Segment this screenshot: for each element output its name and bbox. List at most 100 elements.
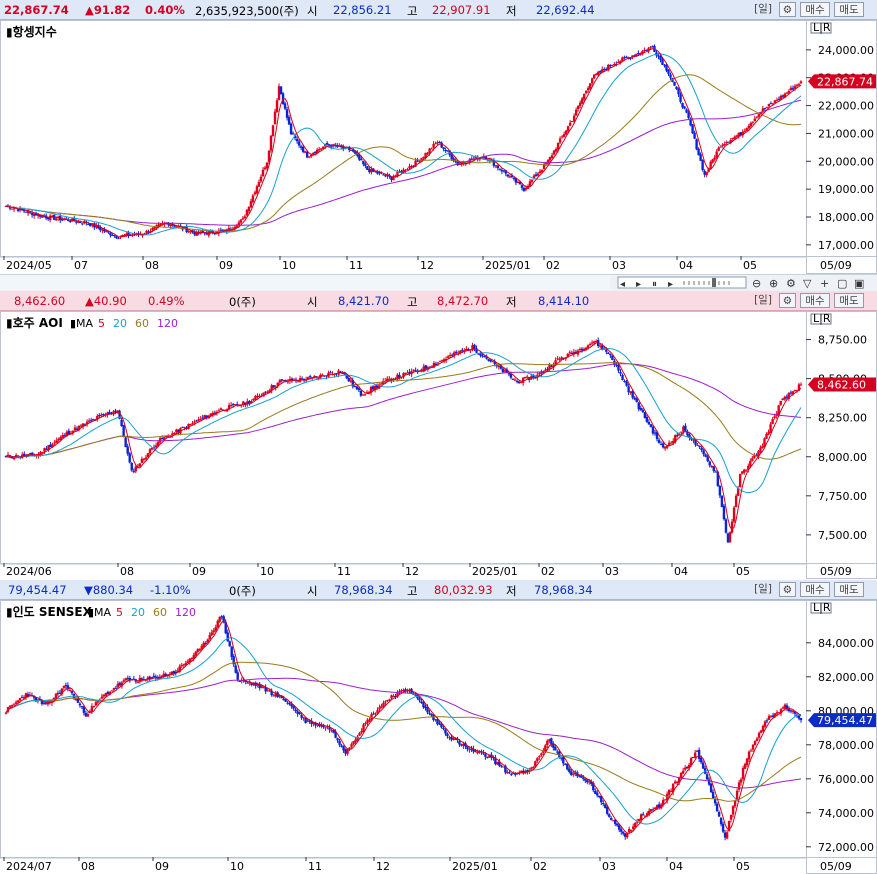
candle-body	[725, 832, 729, 839]
hsi-gear-icon[interactable]: ⚙	[779, 2, 796, 17]
candle-body	[757, 732, 761, 738]
candle-body	[775, 712, 779, 714]
sensex-sell-button[interactable]: 매도	[834, 582, 864, 597]
hsi-chart[interactable]: L|R24,000.0023,000.0022,000.0021,000.002…	[0, 20, 877, 274]
hsi-sell-button[interactable]: 매도	[834, 2, 864, 17]
candle-body	[40, 700, 44, 705]
candle-body	[44, 215, 48, 219]
candle-body	[311, 153, 315, 155]
candle-body	[201, 230, 204, 233]
aoi-sell-button[interactable]: 매도	[834, 293, 864, 308]
candle-body	[781, 398, 784, 401]
candle-body	[751, 458, 754, 461]
candle-body	[479, 352, 482, 356]
hsi-toolbar[interactable]: ◂ ▸ ⏸ ▸ ⊖ ⊕ ⚙ ▽ + ▢ ▣	[0, 275, 877, 291]
candle-body	[737, 132, 740, 137]
candle-body	[285, 109, 289, 118]
candle-body	[276, 382, 279, 386]
chart-title: ▮항셍지수	[6, 24, 57, 39]
candle-body	[787, 393, 791, 399]
candle-body	[601, 69, 604, 73]
candle-body	[107, 231, 110, 233]
candle-body	[554, 360, 557, 366]
candle-body	[205, 415, 208, 419]
candle-body	[496, 762, 499, 765]
candle-body	[745, 758, 749, 765]
candle-body	[32, 213, 36, 216]
candle-body	[258, 396, 261, 398]
candle-body	[165, 436, 168, 438]
candle-body	[638, 819, 641, 821]
candle-body	[277, 86, 281, 100]
candle-body	[436, 142, 439, 144]
candle-body	[701, 159, 704, 171]
candle-body	[593, 74, 596, 79]
candle-body	[540, 371, 543, 374]
candle-body	[481, 355, 484, 357]
sensex-chart[interactable]: L|R 84,000.00 82,000.00 80,000.00 78,000.00 7…	[0, 600, 877, 874]
candle-body	[396, 692, 399, 697]
aoi-chart-svg[interactable]: L|R8,750.008,500.008,250.008,000.007,750…	[0, 311, 877, 579]
sensex-gear-icon[interactable]: ⚙	[779, 582, 796, 597]
candle-body	[721, 823, 725, 832]
candle-body	[643, 815, 647, 817]
pause-icon: ⏸	[652, 279, 657, 290]
sensex-chart-svg[interactable]: L|R84,000.0082,000.0080,000.0078,000.007…	[0, 600, 877, 874]
candle-body	[12, 457, 16, 460]
candle-body	[102, 413, 105, 415]
candle-body	[42, 703, 46, 705]
candle-body	[103, 229, 106, 232]
candle-body	[353, 386, 357, 388]
candle-body	[603, 68, 606, 70]
candle-body	[141, 234, 144, 236]
aoi-chart[interactable]: L|R8,750.008,500.008,250.008,000.007,750…	[0, 311, 877, 579]
candle-body	[613, 64, 616, 66]
candle-body	[657, 55, 660, 57]
candle-body	[498, 168, 502, 170]
candle-body	[506, 174, 510, 177]
hsi-scrollbar[interactable]: ◂ ▸ ⏸ ▸ ⊖ ⊕ ⚙ ▽ + ▢ ▣	[0, 274, 877, 291]
hsi-period-button[interactable]: [일]	[754, 3, 772, 15]
candle-body	[542, 750, 545, 753]
candle-body	[50, 215, 54, 217]
ma60-line	[5, 74, 802, 232]
candle-body	[556, 751, 559, 753]
hsi-low: 22,692.44	[536, 3, 595, 17]
candle-body	[548, 364, 551, 370]
candle-body	[738, 473, 742, 487]
candle-body	[458, 741, 461, 745]
candle-body	[556, 142, 560, 150]
candle-body	[763, 721, 767, 727]
candle-body	[729, 814, 733, 820]
aoi-gear-icon[interactable]: ⚙	[779, 293, 796, 308]
sensex-period-button[interactable]: [일]	[754, 583, 772, 595]
candle-body	[476, 752, 479, 754]
candle-body	[667, 442, 671, 446]
candle-body	[224, 621, 227, 634]
x-tick-label: 09	[219, 259, 233, 272]
candle-body	[351, 380, 354, 387]
candle-body	[175, 226, 178, 228]
candle-body	[635, 398, 638, 402]
ma120-line	[5, 99, 802, 226]
candle-body	[560, 357, 563, 360]
sensex-high: 80,032.93	[434, 583, 493, 597]
candle-body	[122, 680, 126, 682]
candle-body	[292, 705, 295, 709]
candle-body	[372, 713, 375, 715]
hsi-buy-button[interactable]: 매수	[800, 2, 830, 17]
candle-body	[741, 131, 744, 136]
hsi-high-label: 고	[407, 4, 418, 18]
candle-body	[745, 128, 748, 131]
hsi-chart-svg[interactable]: L|R24,000.0023,000.0022,000.0021,000.002…	[0, 20, 877, 274]
candle-body	[502, 170, 506, 172]
candle-body	[622, 831, 625, 834]
aoi-buy-button[interactable]: 매수	[800, 293, 830, 308]
sensex-buy-button[interactable]: 매수	[800, 582, 830, 597]
candle-body	[105, 230, 108, 233]
x-tick-label: 10	[282, 259, 296, 272]
candle-body	[368, 169, 371, 173]
candle-body	[434, 143, 437, 145]
candle-body	[631, 390, 634, 398]
aoi-period-button[interactable]: [일]	[754, 294, 772, 306]
